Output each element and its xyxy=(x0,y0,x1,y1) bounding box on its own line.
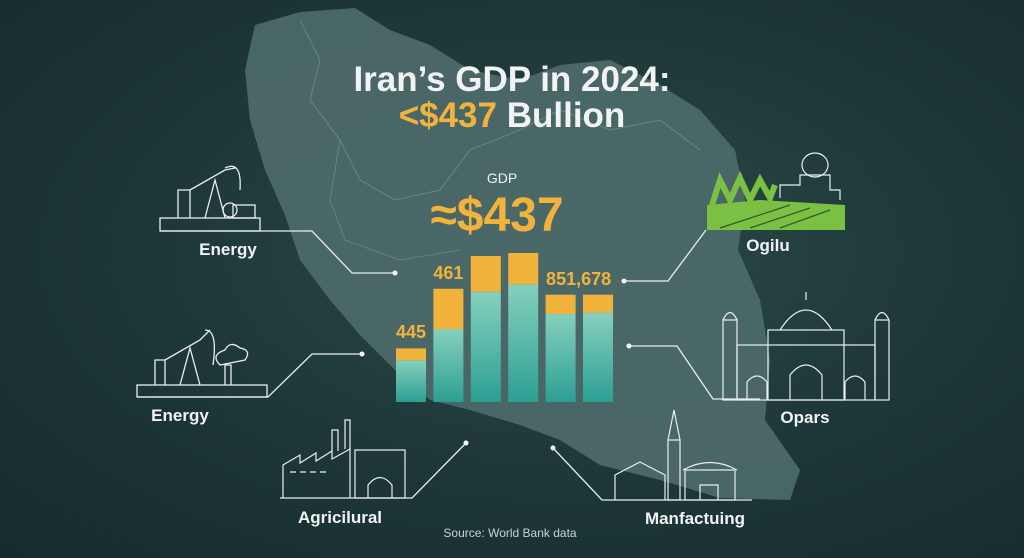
bar-data-label: 851,678 xyxy=(546,268,612,289)
source-note: Source: World Bank data xyxy=(443,526,577,540)
bar-segment-top xyxy=(433,288,464,329)
bar-segment-top xyxy=(583,294,613,313)
gdp-value: ≈$437 xyxy=(430,189,564,242)
tower-buildings-icon xyxy=(614,409,738,501)
bar-segment-top xyxy=(470,255,501,292)
bar-segment-base xyxy=(433,328,464,402)
province-borders xyxy=(329,139,461,261)
gdp-label: GDP xyxy=(486,170,518,186)
bar-segment-top xyxy=(545,294,576,315)
bar-segment-base xyxy=(545,314,576,402)
mosque-icon xyxy=(722,292,890,401)
farm-field-icon xyxy=(707,152,845,230)
province-borders xyxy=(299,19,701,201)
bar-chart xyxy=(396,253,613,402)
title-unit: Bullion xyxy=(497,96,626,135)
sector-label-ogilu: Ogilu xyxy=(746,236,790,255)
oil-pump-icon xyxy=(159,165,261,232)
sector-label-agricilural: Agricilural xyxy=(297,508,383,527)
factory-icon xyxy=(282,419,406,499)
sector-label-energy-2: Energy xyxy=(151,406,209,425)
bar-segment-base xyxy=(508,284,539,402)
bar-segment-base xyxy=(396,360,426,402)
bar-segment-base xyxy=(470,291,501,402)
bar-segment-base xyxy=(583,312,613,402)
title-line-2: <$437 Bullion xyxy=(399,96,626,136)
bar-data-label: 445 xyxy=(395,322,427,343)
connector-dots xyxy=(359,270,632,451)
title-highlight-value: <$437 xyxy=(398,96,497,135)
sector-label-opars: Opars xyxy=(780,408,830,427)
oil-pump-factory-icon xyxy=(136,329,268,398)
bar-segment-top xyxy=(508,253,539,285)
sector-label-energy-1: Energy xyxy=(199,240,257,259)
sector-label-manfactuing: Manfactuing xyxy=(644,509,746,528)
title-line-1: Iran’s GDP in 2024: xyxy=(353,60,671,99)
bar-data-label: 461 xyxy=(433,262,464,283)
bar-segment-top xyxy=(396,348,426,361)
